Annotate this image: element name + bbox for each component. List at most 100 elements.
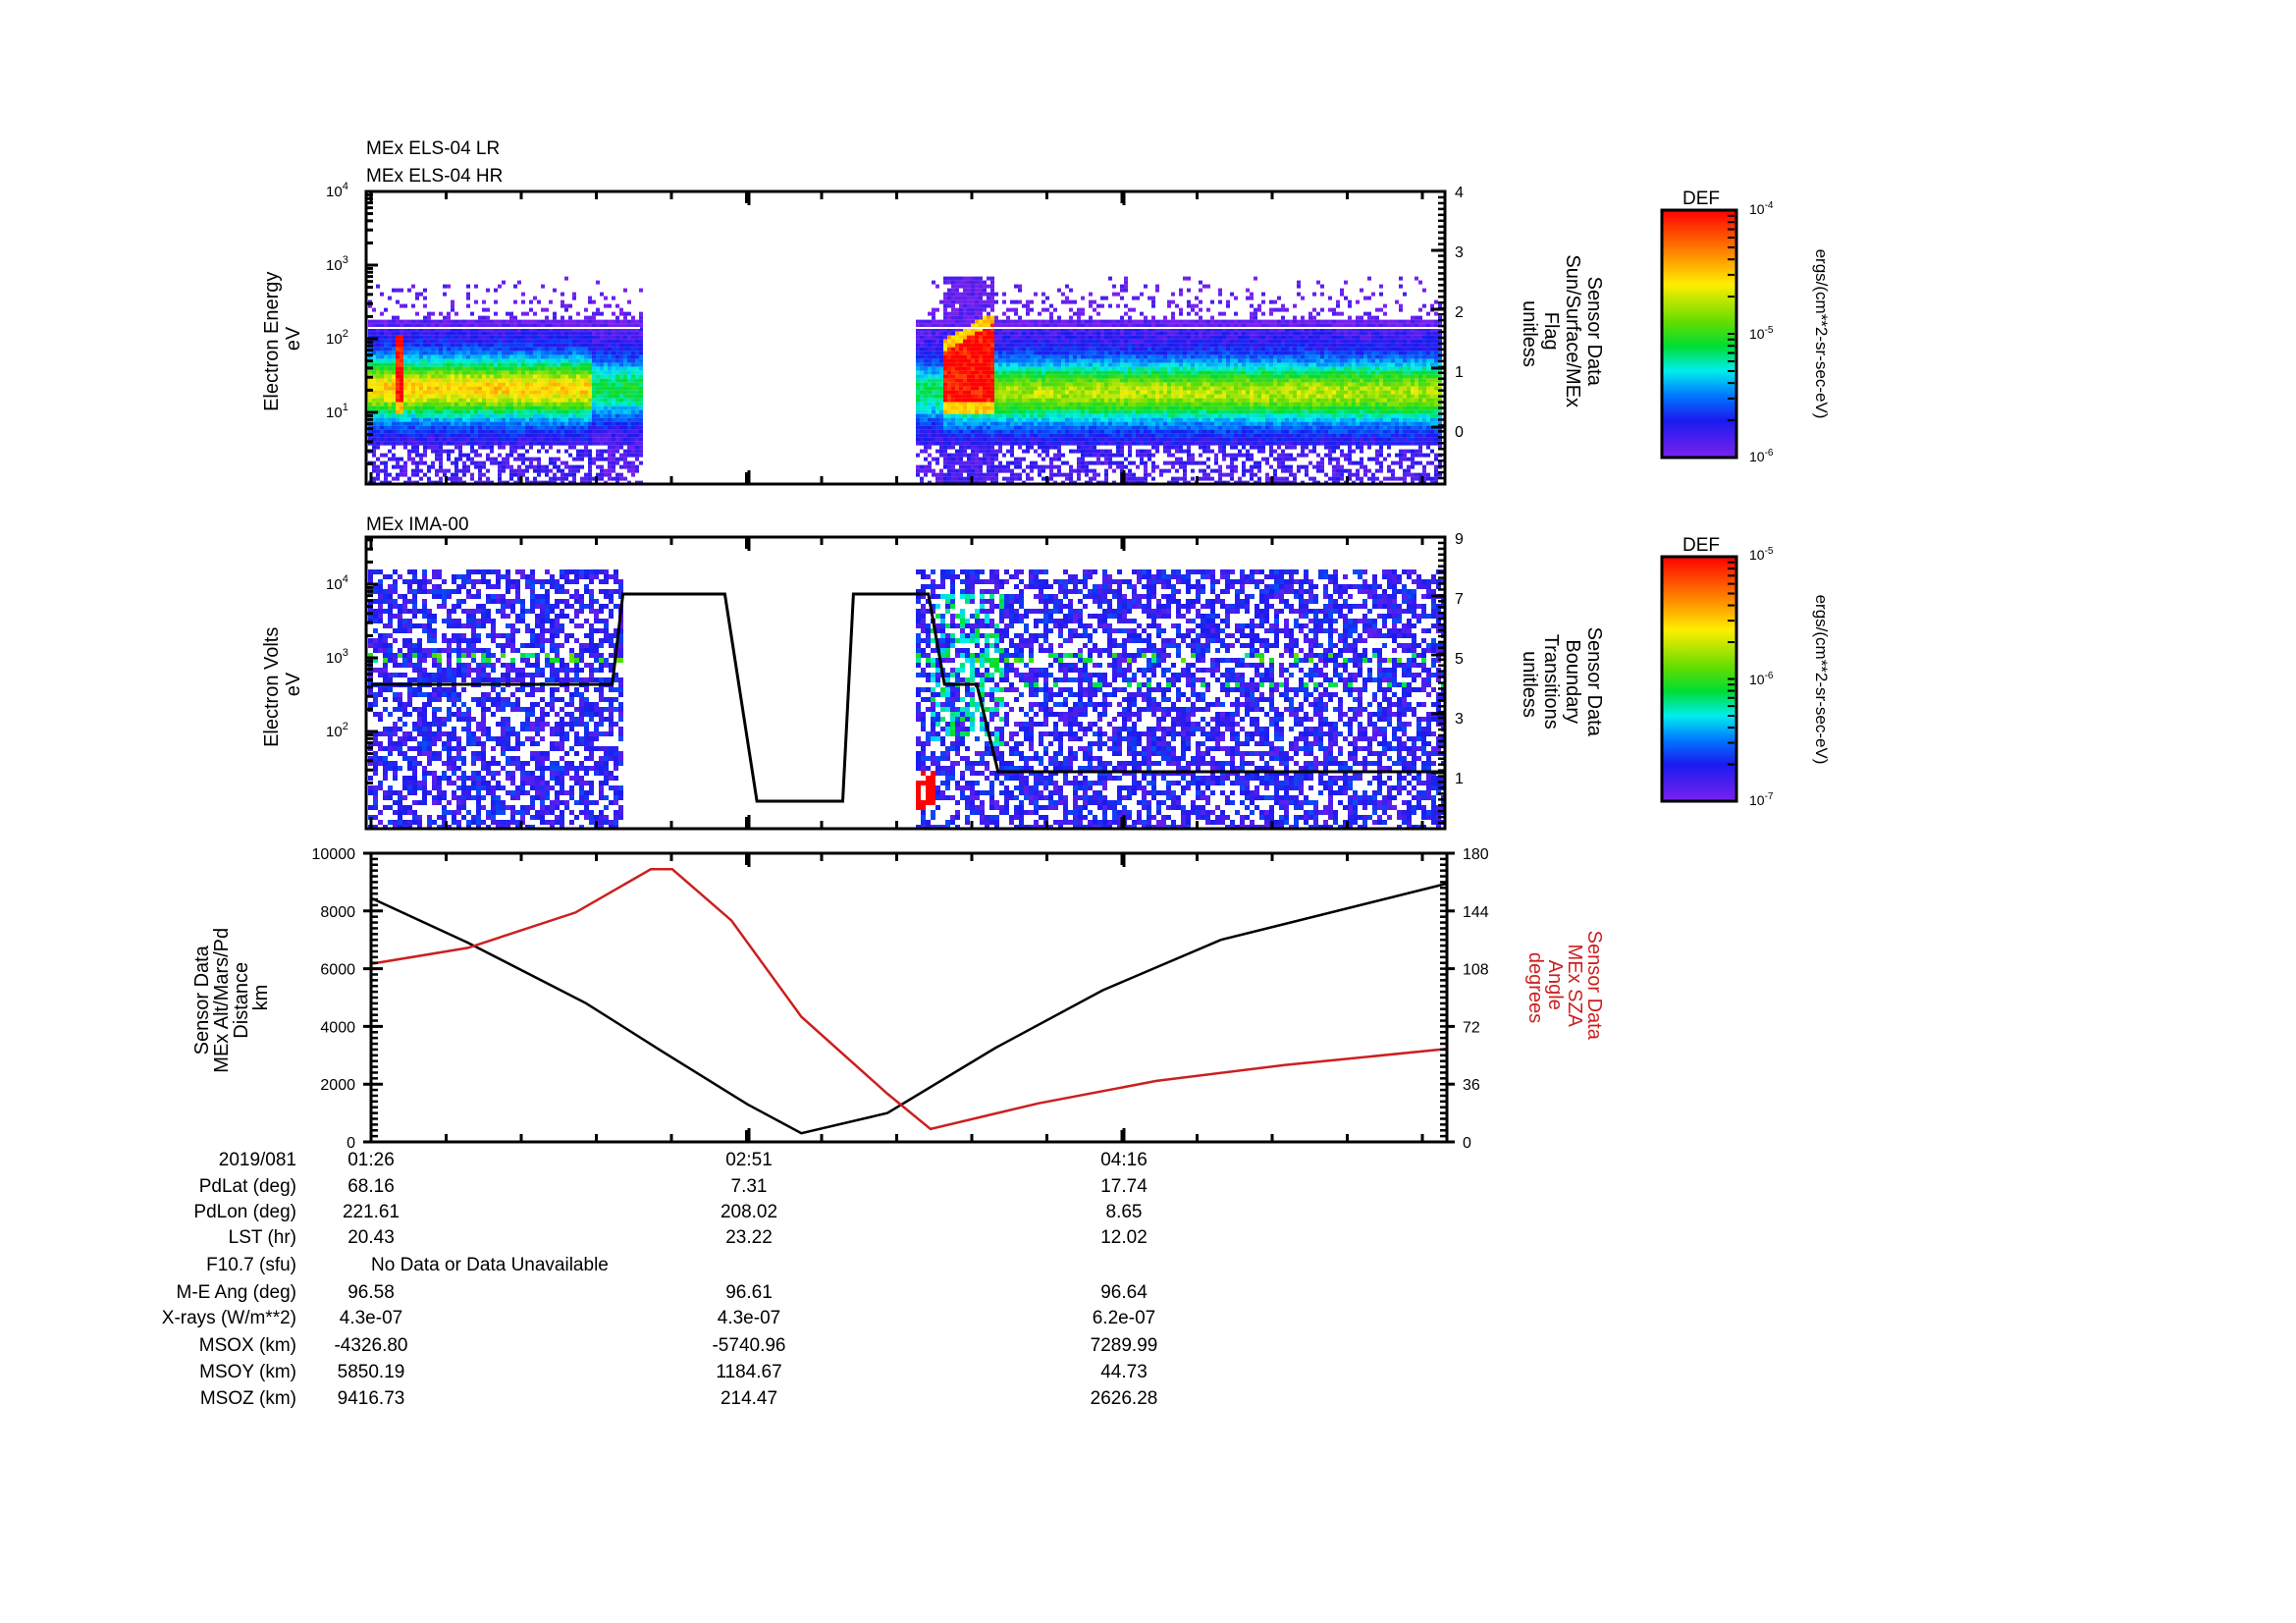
table-cell: 68.16 bbox=[347, 1176, 395, 1197]
els-right-tick: 0 bbox=[1455, 424, 1464, 441]
ima-right-tick: 9 bbox=[1455, 531, 1464, 548]
table-cell: 1184.67 bbox=[716, 1362, 782, 1382]
table-cell: 208.02 bbox=[720, 1202, 778, 1222]
ima-right-tick: 7 bbox=[1455, 591, 1464, 608]
ima-right-tick-labels: 9 7 5 3 1 bbox=[1455, 531, 1464, 787]
table-cell: -4326.80 bbox=[334, 1335, 408, 1356]
ima-cb-tick-top: 10-5 bbox=[1749, 546, 1774, 563]
table-row-note: No Data or Data Unavailable bbox=[371, 1255, 609, 1275]
orbit-right-tick: 144 bbox=[1463, 904, 1489, 921]
table-row-label: MSOY (km) bbox=[199, 1362, 296, 1382]
time-tick-3: 04:16 bbox=[1100, 1150, 1148, 1170]
table-row-label: M-E Ang (deg) bbox=[176, 1282, 297, 1303]
table-date: 2019/081 bbox=[218, 1150, 296, 1170]
els-right-tick: 1 bbox=[1455, 364, 1464, 381]
orbit-ytick-label: 4000 bbox=[320, 1019, 355, 1036]
table-row-label: MSOX (km) bbox=[198, 1335, 296, 1356]
orbit-ytick-label: 6000 bbox=[320, 962, 355, 979]
table-row-label: PdLat (deg) bbox=[198, 1176, 296, 1197]
els-spectrogram-panel: MEx ELS-04 LR MEx ELS-04 HR 104 1 0 3 102 101… bbox=[261, 138, 1831, 486]
els-ylabel: Electron Energy eV bbox=[261, 266, 304, 411]
orbit-y-tick-labels: 10000 8000 6000 4000 2000 0 bbox=[312, 846, 356, 1152]
ima-colorbar-ticks bbox=[1728, 561, 1735, 802]
ima-colorbar bbox=[1660, 555, 1738, 803]
table-row-label: MSOZ (km) bbox=[199, 1388, 296, 1409]
orbit-ylabel: Sensor Data MEx Alt/Mars/Pd Distance km bbox=[191, 922, 272, 1072]
els-right-tick-labels: 4 3 2 1 0 bbox=[1455, 185, 1464, 441]
els-title-lr: MEx ELS-04 LR bbox=[366, 138, 500, 159]
els-colorbar-units: ergs/(cm**2-sr-sec-eV) bbox=[1812, 249, 1831, 419]
orbit-line-panel: 10000 8000 6000 4000 2000 0 180 144 108 72 36 0 Se… bbox=[191, 846, 1605, 1152]
table-cell: 214.47 bbox=[720, 1388, 778, 1409]
els-axis-ticks bbox=[366, 189, 1445, 486]
els-colorbar-ticks bbox=[1728, 214, 1735, 459]
table-cell: 96.64 bbox=[1100, 1282, 1148, 1303]
orbit-right-tick: 180 bbox=[1463, 846, 1489, 863]
orbit-ytick-label: 2000 bbox=[320, 1077, 355, 1094]
table-cell: 44.73 bbox=[1100, 1362, 1148, 1382]
table-cell: -5740.96 bbox=[712, 1335, 786, 1356]
els-ytick-label: 101 bbox=[326, 402, 348, 421]
ima-colorbar-title: DEF bbox=[1682, 535, 1720, 556]
table-cell: 12.02 bbox=[1100, 1227, 1148, 1248]
ima-ytick-label: 102 bbox=[326, 721, 348, 740]
els-title-hr: MEx ELS-04 HR bbox=[366, 166, 503, 187]
table-cell: 5850.19 bbox=[337, 1362, 405, 1382]
ima-right-tick: 5 bbox=[1455, 651, 1464, 668]
ima-cb-tick-mid: 10-6 bbox=[1749, 671, 1774, 687]
orbit-right-label: Sensor Data MEx SZA Angle degrees bbox=[1524, 931, 1605, 1046]
ima-right-tick: 3 bbox=[1455, 711, 1464, 728]
els-cb-tick-bottom: 10-6 bbox=[1749, 448, 1774, 464]
ima-axis-ticks bbox=[366, 535, 1445, 831]
els-y-tick-labels: 104 103 102 101 bbox=[326, 181, 348, 421]
orbit-axis-ticks bbox=[363, 851, 1455, 1144]
ima-spectrogram-panel: MEx IMA-00 104 103 102 9 7 5 3 1 Electron Volt… bbox=[261, 514, 1831, 831]
altitude-line bbox=[370, 882, 1448, 1135]
time-tick-1: 01:26 bbox=[347, 1150, 395, 1170]
orbit-right-tick: 0 bbox=[1463, 1135, 1471, 1152]
orbit-right-tick-labels: 180 144 108 72 36 0 bbox=[1463, 846, 1489, 1152]
orbit-right-tick: 108 bbox=[1463, 962, 1489, 979]
ima-ytick-label: 103 bbox=[326, 647, 348, 667]
els-right-tick: 2 bbox=[1455, 304, 1464, 321]
time-tick-2: 02:51 bbox=[725, 1150, 773, 1170]
ima-y-tick-labels: 104 103 102 bbox=[326, 573, 348, 740]
els-right-label: Sensor Data Sun/Surface/MEx Flag unitles… bbox=[1519, 254, 1605, 412]
table-cell: 4.3e-07 bbox=[339, 1308, 403, 1328]
table-cell: 9416.73 bbox=[337, 1388, 405, 1409]
table-cell: 17.74 bbox=[1100, 1176, 1148, 1197]
table-row-label: LST (hr) bbox=[228, 1227, 296, 1248]
table-cell: 8.65 bbox=[1105, 1202, 1143, 1222]
ima-right-tick: 1 bbox=[1455, 771, 1464, 787]
orbit-right-tick: 72 bbox=[1463, 1019, 1480, 1036]
orbit-right-tick: 36 bbox=[1463, 1077, 1480, 1094]
ima-cb-tick-bottom: 10-7 bbox=[1749, 791, 1774, 808]
sza-line bbox=[370, 868, 1448, 1131]
table-cell: 6.2e-07 bbox=[1092, 1308, 1156, 1328]
els-ytick-label: 102 bbox=[326, 328, 348, 348]
ima-title: MEx IMA-00 bbox=[366, 514, 469, 535]
table-cell: 7289.99 bbox=[1090, 1335, 1158, 1356]
table-row-label: PdLon (deg) bbox=[193, 1202, 296, 1222]
orbit-ytick-label: 8000 bbox=[320, 904, 355, 921]
table-cell: 96.61 bbox=[725, 1282, 773, 1303]
boundary-transitions-line bbox=[371, 592, 1443, 803]
ima-ytick-label: 104 bbox=[326, 573, 348, 593]
table-cell: 20.43 bbox=[347, 1227, 395, 1248]
table-cell: 4.3e-07 bbox=[717, 1308, 781, 1328]
ima-right-label: Sensor Data Boundary Transitions unitles… bbox=[1519, 627, 1605, 742]
ima-ylabel: Electron Volts eV bbox=[261, 622, 304, 747]
table-cell: 221.61 bbox=[342, 1202, 400, 1222]
els-ytick-label: 104 bbox=[326, 181, 348, 200]
ima-heatmap bbox=[368, 569, 1446, 830]
els-cb-tick-top: 10-4 bbox=[1749, 200, 1774, 217]
table-cell: 2626.28 bbox=[1090, 1388, 1158, 1409]
els-right-tick: 3 bbox=[1455, 244, 1464, 261]
els-heatmap bbox=[368, 276, 1442, 485]
orbit-ytick-label: 0 bbox=[347, 1135, 355, 1152]
table-row-label: F10.7 (sfu) bbox=[206, 1255, 296, 1275]
orbit-ytick-label: 10000 bbox=[312, 846, 356, 863]
table-cell: 23.22 bbox=[725, 1227, 773, 1248]
els-colorbar bbox=[1660, 208, 1738, 460]
